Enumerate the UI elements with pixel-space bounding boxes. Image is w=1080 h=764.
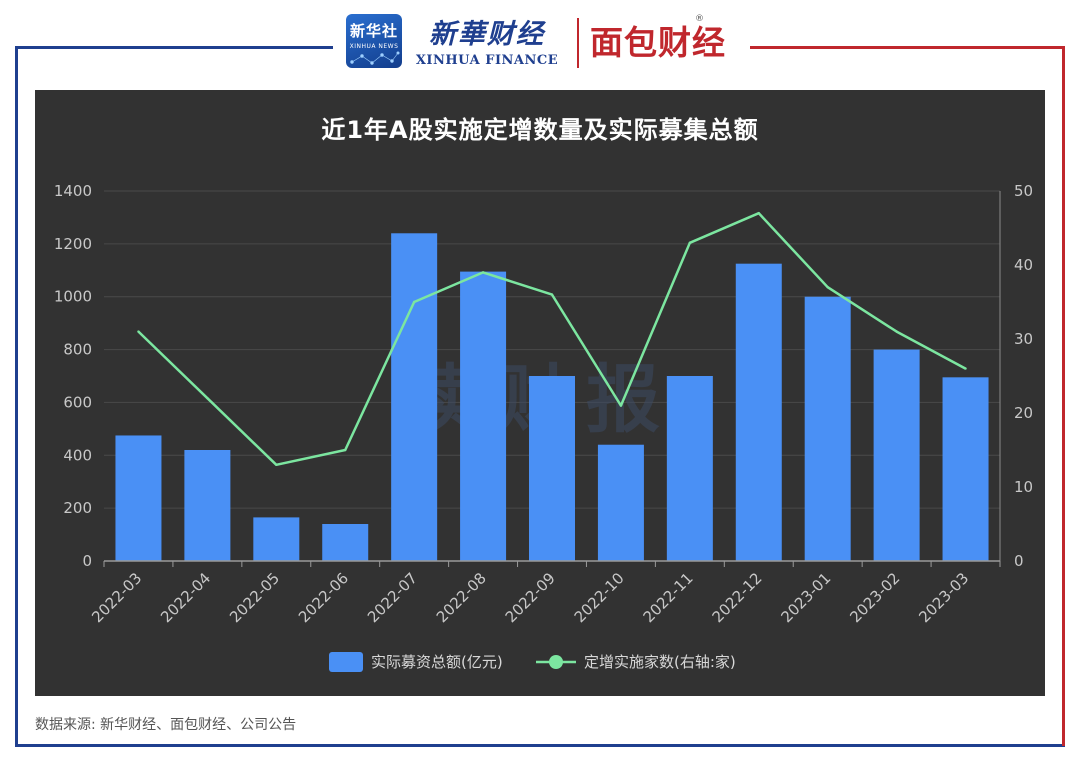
bar-2022-09 (529, 376, 575, 561)
bar-2022-03 (115, 435, 162, 561)
xinhua-finance-logo: 新華财经 XINHUA FINANCE (412, 12, 562, 72)
y-left-tick-label: 0 (82, 552, 92, 570)
x-tick-label: 2022-10 (571, 569, 628, 626)
x-tick-label: 2022-11 (640, 569, 697, 626)
legend-line-label: 定增实施家数(右轴:家) (584, 653, 736, 671)
y-right-tick-label: 50 (1014, 182, 1033, 200)
frame-top-right-line (750, 46, 1065, 49)
y-left-tick-label: 600 (63, 393, 92, 411)
bar-2022-05 (253, 517, 300, 561)
y-left-tick-label: 200 (63, 499, 92, 517)
frame-right-line (1062, 46, 1065, 746)
y-right-tick-label: 40 (1014, 256, 1033, 274)
x-tick-label: 2022-07 (364, 569, 421, 626)
line-point-2022-09 (550, 293, 554, 296)
xinhua-news-logo: 新华社 XINHUA NEWS (346, 14, 402, 68)
bar-2023-02 (873, 349, 920, 561)
bar-2022-06 (322, 524, 369, 561)
frame-top-left-line (15, 46, 333, 49)
y-left-tick-label: 1400 (54, 182, 92, 200)
line-point-2022-08 (481, 271, 485, 274)
x-tick-label: 2023-03 (915, 569, 972, 626)
line-point-2022-06 (344, 448, 347, 452)
line-point-2023-02 (895, 330, 898, 333)
bar-2023-01 (804, 296, 851, 561)
y-left-tick-label: 1200 (54, 235, 92, 253)
x-tick-label: 2022-12 (709, 569, 766, 626)
x-tick-label: 2023-02 (846, 569, 903, 626)
bar-2022-04 (184, 450, 231, 561)
mianbao-finance-logo: 面包财经 (590, 23, 726, 62)
xinhua-news-logo-cn: 新华社 (349, 22, 398, 40)
bar-2023-03 (942, 377, 989, 561)
y-right-tick-label: 10 (1014, 478, 1033, 496)
legend-bar-label: 实际募资总额(亿元) (371, 653, 503, 671)
chart-title: 近1年A股实施定增数量及实际募集总额 (321, 116, 759, 144)
frame-bottom-right-line (545, 744, 1065, 747)
network-dots-icon (350, 51, 400, 65)
line-point-2022-05 (275, 463, 278, 466)
y-left-tick-label: 400 (63, 446, 92, 464)
bar-2022-11 (666, 376, 713, 561)
bar-2022-07 (391, 233, 438, 562)
xinhua-finance-logo-cn: 新華财经 (429, 19, 545, 50)
xinhua-finance-logo-en: XINHUA FINANCE (415, 53, 559, 68)
bar-2022-12 (735, 263, 782, 561)
x-tick-label: 2022-05 (226, 569, 283, 626)
frame-left-line (15, 46, 18, 746)
x-tick-label: 2022-09 (502, 569, 559, 626)
registered-mark: ® (695, 14, 704, 24)
line-point-2022-10 (619, 404, 623, 407)
x-tick-label: 2022-03 (88, 569, 145, 626)
x-tick-label: 2023-01 (777, 569, 834, 626)
line-point-2022-12 (757, 212, 760, 215)
bar-2022-08 (460, 271, 507, 561)
frame-bottom-left-line (15, 744, 545, 747)
logo-divider (577, 18, 579, 68)
line-point-2022-03 (137, 330, 140, 333)
bar-2022-10 (597, 444, 644, 561)
line-point-2023-01 (826, 286, 829, 289)
y-left-tick-label: 1000 (54, 288, 92, 306)
line-point-2022-04 (206, 397, 209, 400)
y-right-tick-label: 0 (1014, 552, 1024, 570)
line-point-2022-07 (412, 300, 416, 304)
xinhua-news-logo-en: XINHUA NEWS (349, 43, 399, 50)
x-tick-label: 2022-04 (157, 569, 214, 626)
y-right-tick-label: 20 (1014, 404, 1033, 422)
x-tick-label: 2022-06 (295, 569, 352, 626)
y-left-tick-label: 800 (63, 341, 92, 359)
y-right-tick-label: 30 (1014, 330, 1033, 348)
source-note: 数据来源: 新华财经、面包财经、公司公告 (35, 717, 297, 733)
line-point-2023-03 (964, 367, 967, 370)
line-point-2022-11 (688, 241, 692, 244)
x-tick-label: 2022-08 (433, 569, 490, 626)
legend-bar-swatch (329, 652, 363, 672)
legend-line-marker (549, 655, 563, 669)
